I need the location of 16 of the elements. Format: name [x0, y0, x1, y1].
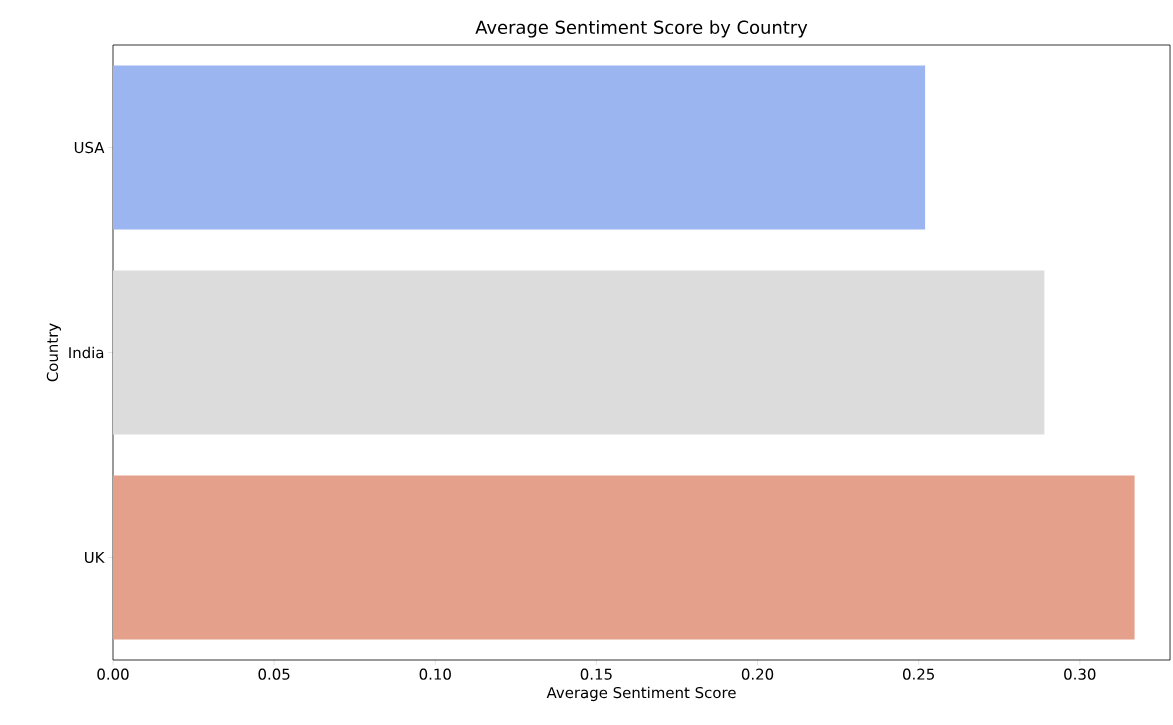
x-tick-label: 0.30 [1064, 668, 1096, 680]
bar [113, 270, 1045, 435]
y-tick-label: USA [74, 141, 105, 154]
chart-title: Average Sentiment Score by Country [475, 20, 808, 38]
x-tick-label: 0.25 [903, 668, 934, 680]
x-axis-title: Average Sentiment Score [546, 686, 736, 702]
x-tick-label: 0.15 [580, 668, 612, 680]
x-tick-label: 0.20 [741, 668, 774, 680]
y-tick-label: UK [85, 551, 105, 564]
bar [113, 475, 1135, 640]
y-axis-title: Country [46, 323, 61, 382]
x-tick-label: 0.00 [97, 668, 129, 680]
x-tick-label: 0.10 [419, 668, 451, 680]
bar [113, 65, 926, 230]
y-tick-label: India [69, 346, 104, 359]
x-tick-label: 0.05 [258, 668, 290, 680]
